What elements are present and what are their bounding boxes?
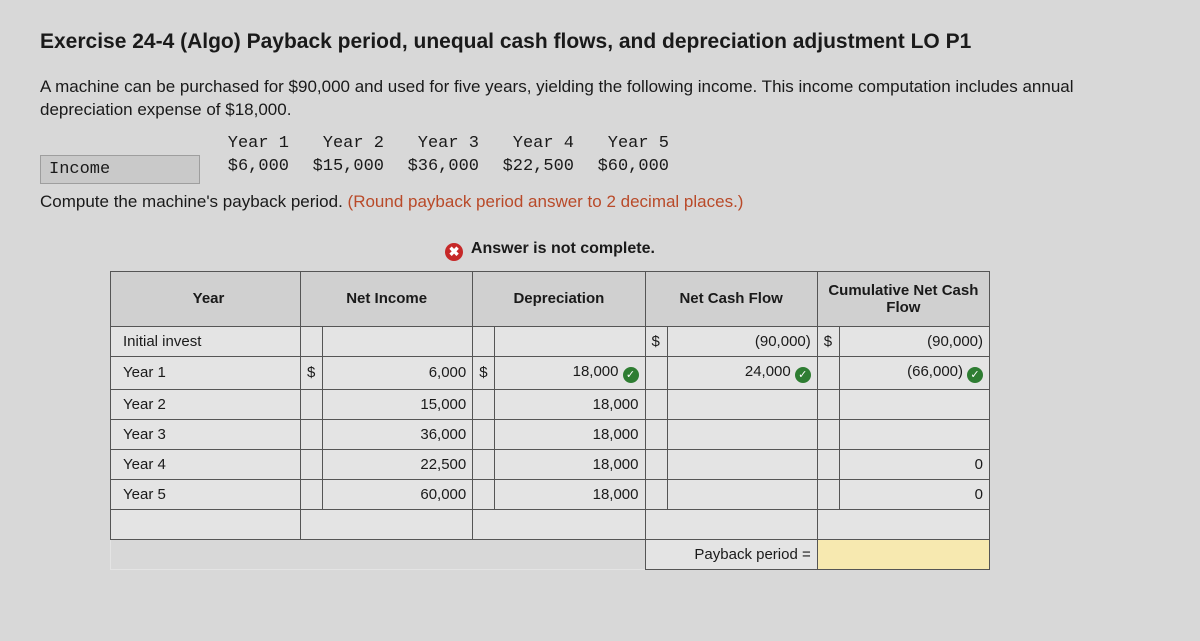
cell-y2-label[interactable]: Year 2	[111, 389, 301, 419]
cell-y2-cum[interactable]	[839, 389, 989, 419]
row-year-4: Year 4 22,500 18,000 0	[111, 449, 990, 479]
cell-y3-label[interactable]: Year 3	[111, 419, 301, 449]
income-year-4-label: Year 4	[485, 132, 580, 155]
cell-y1-ncf[interactable]: 24,000✓	[667, 356, 817, 389]
instruction: Compute the machine's payback period. (R…	[40, 192, 1160, 212]
cell-initial-cum-dollar: $	[817, 326, 839, 356]
header-cum-cash-flow: Cumulative Net Cash Flow	[817, 271, 989, 326]
row-spacer	[111, 509, 990, 539]
income-year-1-value: $6,000	[200, 155, 295, 184]
income-year-3-label: Year 3	[390, 132, 485, 155]
row-year-5: Year 5 60,000 18,000 0	[111, 479, 990, 509]
income-year-4-value: $22,500	[485, 155, 580, 184]
income-year-5-value: $60,000	[580, 155, 675, 184]
error-icon: ✖	[445, 243, 463, 261]
cell-y4-ncf[interactable]	[667, 449, 817, 479]
cell-y5-label[interactable]: Year 5	[111, 479, 301, 509]
answer-table: Year Net Income Depreciation Net Cash Fl…	[110, 271, 990, 570]
income-year-1-label: Year 1	[200, 132, 295, 155]
cell-y2-ni[interactable]: 15,000	[323, 389, 473, 419]
row-payback: Payback period =	[111, 539, 990, 569]
cell-y3-cum[interactable]	[839, 419, 989, 449]
cell-initial-ncf[interactable]: (90,000)	[667, 326, 817, 356]
cell-y4-ni[interactable]: 22,500	[323, 449, 473, 479]
check-icon: ✓	[623, 367, 639, 383]
cell-y2-ncf[interactable]	[667, 389, 817, 419]
cell-y5-cum[interactable]: 0	[839, 479, 989, 509]
instruction-highlight: (Round payback period answer to 2 decima…	[348, 192, 744, 211]
income-table: Year 1 Year 2 Year 3 Year 4 Year 5 Incom…	[40, 132, 1160, 184]
row-initial: Initial invest $ (90,000) $ (90,000)	[111, 326, 990, 356]
cell-y3-ncf[interactable]	[667, 419, 817, 449]
payback-label: Payback period =	[645, 539, 817, 569]
payback-input[interactable]	[817, 539, 989, 569]
cell-y2-dep[interactable]: 18,000	[495, 389, 645, 419]
cell-y3-dep[interactable]: 18,000	[495, 419, 645, 449]
cell-y1-dep[interactable]: 18,000✓	[495, 356, 645, 389]
cell-y3-ni[interactable]: 36,000	[323, 419, 473, 449]
answer-status-banner: ✖ Answer is not complete.	[110, 234, 990, 271]
income-year-3-value: $36,000	[390, 155, 485, 184]
cell-initial-cum[interactable]: (90,000)	[839, 326, 989, 356]
income-year-5-label: Year 5	[580, 132, 675, 155]
income-row-label: Income	[40, 155, 200, 184]
cell-y1-label[interactable]: Year 1	[111, 356, 301, 389]
cell-y1-ni-dollar: $	[301, 356, 323, 389]
cell-y1-cum[interactable]: (66,000)✓	[839, 356, 989, 389]
row-year-2: Year 2 15,000 18,000	[111, 389, 990, 419]
row-year-3: Year 3 36,000 18,000	[111, 419, 990, 449]
header-year: Year	[111, 271, 301, 326]
check-icon: ✓	[795, 367, 811, 383]
check-icon: ✓	[967, 367, 983, 383]
cell-y5-dep[interactable]: 18,000	[495, 479, 645, 509]
row-year-1: Year 1 $ 6,000 $ 18,000✓ 24,000✓ (66,000…	[111, 356, 990, 389]
cell-y4-cum[interactable]: 0	[839, 449, 989, 479]
income-year-2-value: $15,000	[295, 155, 390, 184]
exercise-title: Exercise 24-4 (Algo) Payback period, une…	[40, 30, 1160, 54]
cell-y1-ni[interactable]: 6,000	[323, 356, 473, 389]
income-year-2-label: Year 2	[295, 132, 390, 155]
header-net-cash-flow: Net Cash Flow	[645, 271, 817, 326]
cell-y5-ncf[interactable]	[667, 479, 817, 509]
cell-y1-dep-dollar: $	[473, 356, 495, 389]
answer-status-text: Answer is not complete.	[471, 240, 655, 257]
cell-y4-dep[interactable]: 18,000	[495, 449, 645, 479]
cell-y5-ni[interactable]: 60,000	[323, 479, 473, 509]
cell-y4-label[interactable]: Year 4	[111, 449, 301, 479]
cell-initial-ncf-dollar: $	[645, 326, 667, 356]
exercise-description: A machine can be purchased for $90,000 a…	[40, 76, 1160, 122]
header-depreciation: Depreciation	[473, 271, 645, 326]
header-net-income: Net Income	[301, 271, 473, 326]
instruction-text: Compute the machine's payback period.	[40, 192, 348, 211]
cell-initial-label[interactable]: Initial invest	[111, 326, 301, 356]
